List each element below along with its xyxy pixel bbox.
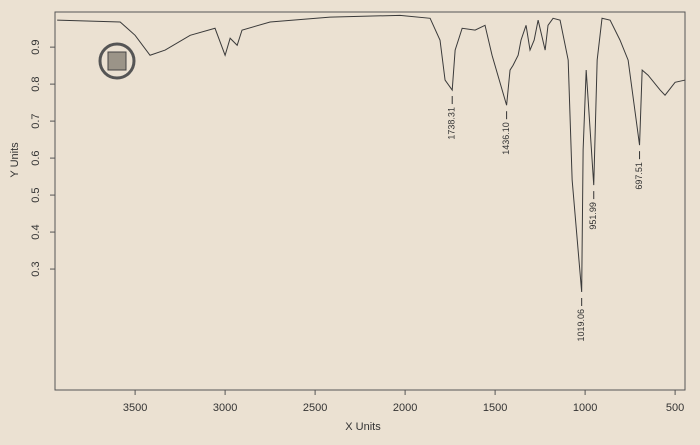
peak-label: 1436.10 [501, 122, 511, 155]
x-tick-label: 500 [666, 402, 684, 414]
peak-label: 1019.06 [576, 309, 586, 342]
x-tick-label: 3000 [213, 402, 237, 414]
logo-seal [98, 42, 136, 80]
peak-label: 697.51 [634, 162, 644, 190]
x-axis-title: X Units [345, 421, 381, 433]
spectrum-line [57, 14, 686, 293]
peak-label: 1738.31 [447, 107, 457, 140]
x-tick-label: 2500 [303, 402, 327, 414]
x-tick-label: 2000 [393, 402, 417, 414]
x-tick-label: 1500 [483, 402, 507, 414]
y-axis-title: Y Units [9, 142, 21, 178]
peak-label: 951.99 [588, 202, 598, 230]
y-tick-label: 0.7 [30, 113, 42, 128]
plot-frame [54, 11, 686, 391]
y-tick-label: 0.3 [30, 261, 42, 276]
x-tick-label: 1000 [573, 402, 597, 414]
y-tick-label: 0.4 [30, 224, 42, 239]
y-tick-label: 0.9 [30, 39, 42, 54]
y-tick-label: 0.5 [30, 187, 42, 202]
x-tick-label: 3500 [123, 402, 147, 414]
y-tick-label: 0.8 [30, 76, 42, 91]
y-tick-label: 0.6 [30, 150, 42, 165]
